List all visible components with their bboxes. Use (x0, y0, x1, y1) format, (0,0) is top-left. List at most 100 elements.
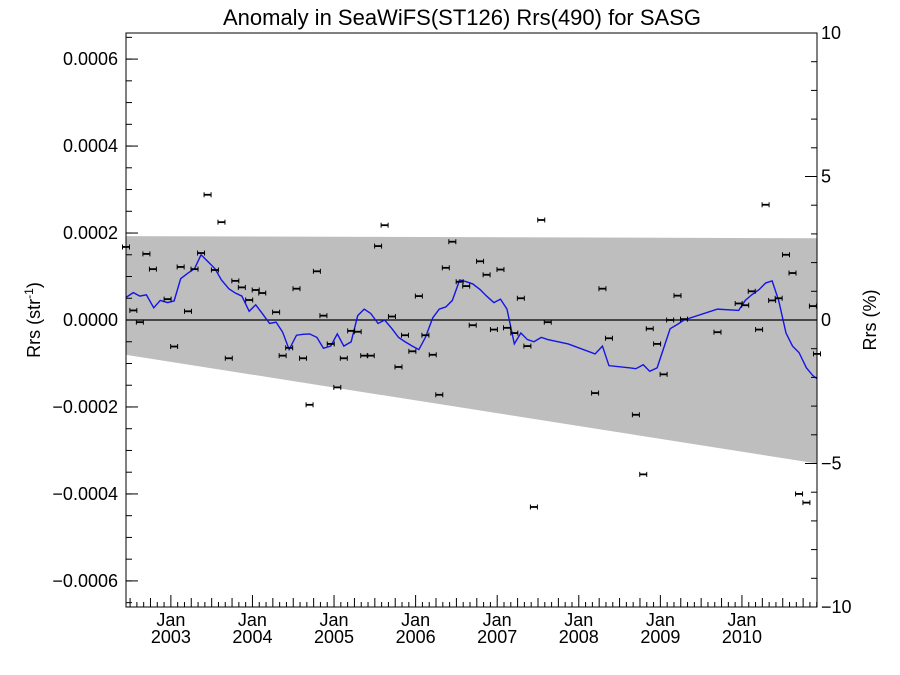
data-point (516, 295, 525, 301)
y-left-tick-label: −0.0006 (52, 571, 118, 591)
data-point (795, 491, 804, 497)
data-point (231, 278, 240, 284)
x-tick-label-year: 2009 (640, 627, 680, 647)
y-right-tick-label: 5 (821, 167, 831, 187)
data-point (774, 295, 783, 301)
data-point (468, 322, 477, 328)
data-point (190, 266, 199, 272)
x-tick-label-year: 2003 (151, 627, 191, 647)
data-point (278, 353, 287, 359)
x-tick-label-month: Jan (727, 610, 756, 630)
data-point (713, 329, 722, 335)
x-tick-label-year: 2007 (477, 627, 517, 647)
data-point (543, 319, 552, 325)
y-right-tick-label: 10 (821, 23, 841, 43)
data-point (292, 286, 301, 292)
data-point (659, 371, 668, 377)
x-tick-label-month: Jan (401, 610, 430, 630)
data-point (184, 308, 193, 314)
x-tick-label-month: Jan (238, 610, 267, 630)
data-point (462, 283, 471, 289)
data-point (176, 264, 185, 270)
uncertainty-band (126, 236, 817, 464)
data-point (312, 268, 321, 274)
chart-title: Anomaly in SeaWiFS(ST126) Rrs(490) for S… (223, 5, 701, 30)
data-point (788, 270, 797, 276)
x-tick-label-year: 2008 (559, 627, 599, 647)
x-tick-label-month: Jan (564, 610, 593, 630)
data-point (245, 297, 254, 303)
smoothed-series-line (125, 253, 818, 380)
data-point (170, 344, 179, 350)
data-point (747, 288, 756, 294)
y-left-tick-label: 0.0002 (63, 223, 118, 243)
y-right-tick-label: 0 (821, 310, 831, 330)
data-point (129, 307, 138, 313)
y-left-tick-label: 0.0000 (63, 310, 118, 330)
data-point (142, 251, 151, 257)
data-point (305, 402, 314, 408)
data-point (353, 329, 362, 335)
data-point (510, 330, 519, 336)
data-point (387, 314, 396, 320)
x-tick-label-month: Jan (646, 610, 675, 630)
x-tick-label-year: 2006 (396, 627, 436, 647)
data-point (339, 355, 348, 361)
data-point (680, 316, 689, 322)
data-point (502, 325, 511, 331)
data-point (604, 335, 613, 341)
data-point (428, 352, 437, 358)
data-point (421, 332, 430, 338)
data-point (224, 355, 233, 361)
data-point (408, 348, 417, 354)
data-point (537, 217, 546, 223)
data-point (163, 296, 172, 302)
data-point (326, 341, 335, 347)
data-point (741, 302, 750, 308)
x-tick-label-year: 2005 (314, 627, 354, 647)
data-point (319, 313, 328, 319)
data-point (808, 303, 817, 309)
data-point (489, 327, 498, 333)
data-point (333, 384, 342, 390)
data-point (591, 390, 600, 396)
data-point (197, 250, 206, 256)
data-point (203, 192, 212, 198)
data-point (523, 343, 532, 349)
data-point (135, 319, 144, 325)
data-point (394, 364, 403, 370)
data-point (666, 317, 675, 323)
data-point (673, 293, 682, 299)
data-point (258, 290, 267, 296)
data-point (455, 279, 464, 285)
y-left-tick-label: −0.0004 (52, 484, 118, 504)
data-point (448, 239, 457, 245)
data-point (482, 272, 491, 278)
data-point (781, 252, 790, 258)
data-point (496, 267, 505, 273)
data-point (374, 243, 383, 249)
data-point (299, 355, 308, 361)
data-point (476, 258, 485, 264)
x-tick-label-month: Jan (156, 610, 185, 630)
x-tick-label-year: 2010 (722, 627, 762, 647)
data-point (237, 284, 246, 290)
data-point (401, 332, 410, 338)
x-tick-label-year: 2004 (232, 627, 272, 647)
data-point (285, 345, 294, 351)
y-left-tick-label: −0.0002 (52, 397, 118, 417)
data-point (529, 504, 538, 510)
y-right-tick-label: −10 (821, 597, 852, 617)
data-point (380, 222, 389, 228)
data-point (148, 266, 157, 272)
data-point (210, 267, 219, 273)
data-point (631, 412, 640, 418)
data-point (414, 293, 423, 299)
data-point (272, 309, 281, 315)
data-point (598, 286, 607, 292)
y-left-tick-label: 0.0006 (63, 49, 118, 69)
data-point (645, 326, 654, 332)
data-point (653, 341, 662, 347)
y-axis-label-right: Rrs (%) (860, 290, 880, 351)
